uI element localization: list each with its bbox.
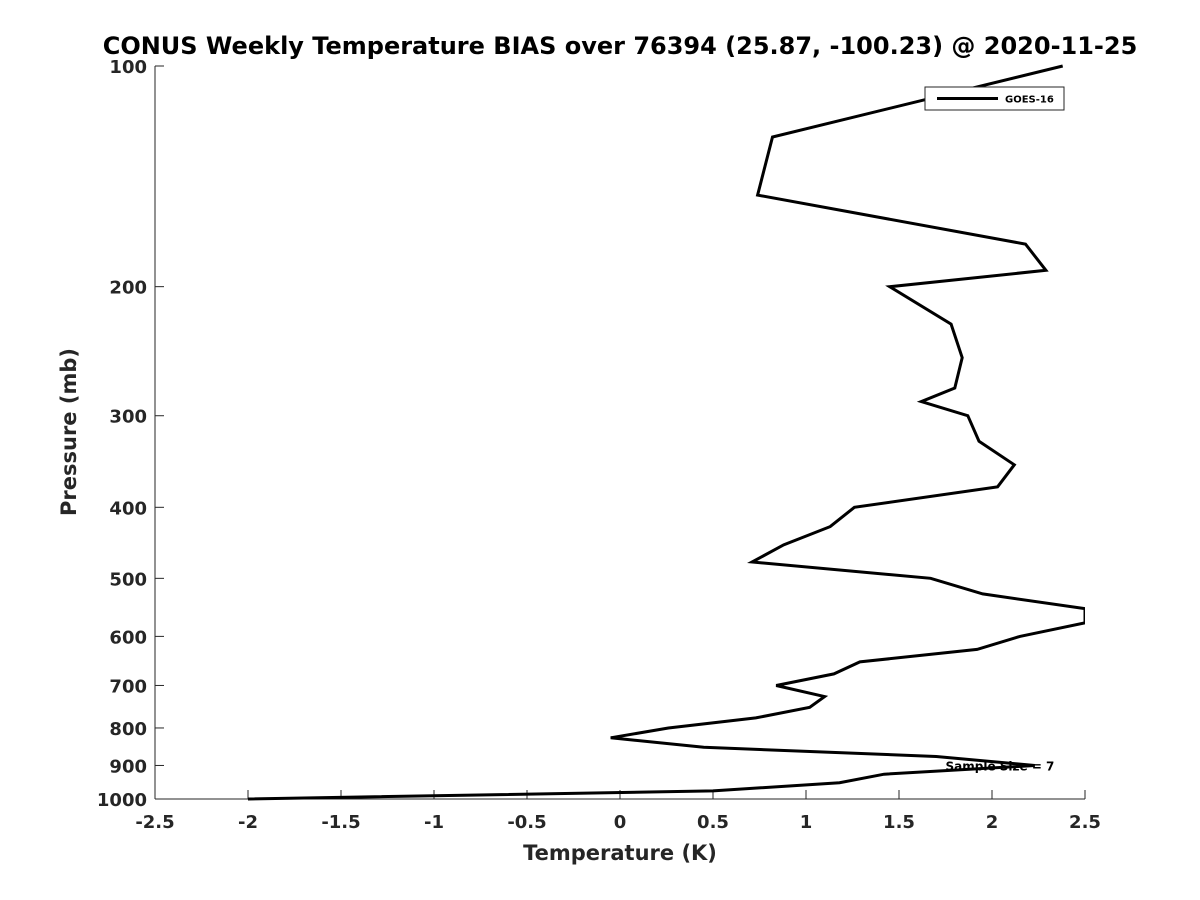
y-tick-label: 300 [109,407,147,428]
x-tick-label: 0 [614,812,627,833]
chart-title: CONUS Weekly Temperature BIAS over 76394… [103,32,1138,60]
y-axis-label: Pressure (mb) [57,348,81,516]
legend: GOES-16 [924,86,1065,111]
y-tick-label: 200 [109,278,147,299]
x-tick-label: 0.5 [697,812,729,833]
y-tick-label: 500 [109,569,147,590]
x-tick-label: -2.5 [135,812,174,833]
x-tick-label: 2.5 [1069,812,1101,833]
x-tick-label: -1.5 [321,812,360,833]
x-tick-label: -2 [238,812,258,833]
axes: -2.5 -2 -1.5 -1 -0.5 0 0.5 1 1.5 2 2.5 100 200 300 400… [97,57,1101,833]
sample-size-annotation: Sample Size = 7 [946,759,1055,773]
y-tick-label: 100 [109,57,147,78]
series-line-goes-16 [247,64,1085,801]
x-tick-label: 1 [800,812,813,833]
x-tick-label: -0.5 [507,812,546,833]
x-tick-label: 1.5 [883,812,915,833]
y-tick-label: 400 [109,498,147,519]
plot-area: Sample Size = 7 [247,64,1085,801]
y-tick-label: 900 [109,756,147,777]
x-tick-label: 2 [986,812,999,833]
y-tick-label: 700 [109,676,147,697]
y-tick-label: 800 [109,719,147,740]
x-axis-label: Temperature (K) [523,841,717,865]
legend-label: GOES-16 [1005,95,1054,106]
x-tick-label: -1 [424,812,444,833]
y-tick-label: 600 [109,627,147,648]
y-tick-label: 1000 [97,790,147,811]
